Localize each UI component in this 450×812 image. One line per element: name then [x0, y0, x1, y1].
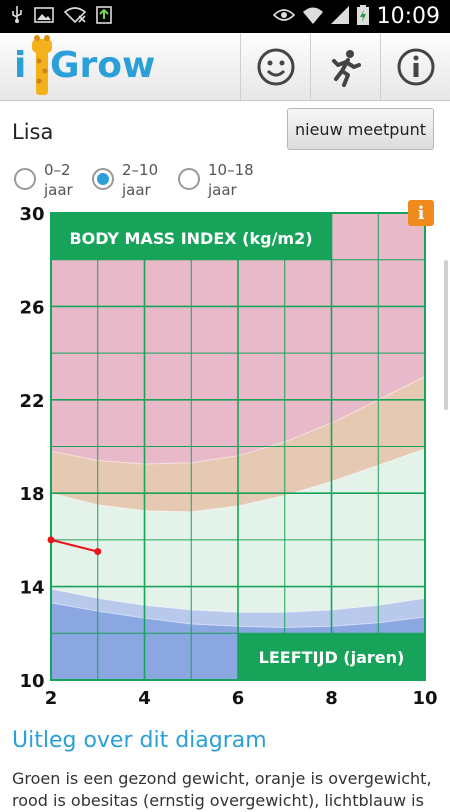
x-axis-label: LEEFTIJD (jaren) [259, 648, 405, 667]
x-tick-label: 2 [45, 688, 58, 709]
chart-info-icon[interactable]: i [408, 200, 434, 226]
info-icon [397, 48, 434, 86]
radio-button-selected[interactable] [92, 168, 114, 190]
scrollbar[interactable] [444, 260, 448, 410]
image-icon [34, 7, 54, 26]
profile-button[interactable] [240, 33, 310, 101]
logo-text: Grow [50, 45, 156, 86]
child-name: Lisa [12, 120, 54, 144]
y-tick-label: 14 [19, 578, 44, 599]
y-tick-label: 26 [19, 297, 44, 318]
usb-icon [10, 6, 24, 27]
age-option-range: 10–18 [208, 161, 254, 179]
y-tick-label: 30 [19, 204, 44, 225]
bmi-data-point [47, 536, 55, 544]
eye-icon [272, 8, 295, 25]
xlabel-box [238, 633, 425, 680]
app-logo[interactable]: i Grow [10, 35, 160, 99]
status-bar: 10:09 [0, 0, 450, 33]
battery-icon [356, 5, 369, 28]
x-tick-label: 6 [232, 688, 245, 709]
y-tick-label: 18 [19, 484, 44, 505]
giraffe-icon [32, 35, 52, 95]
smiley-icon [257, 48, 294, 86]
signal-icon [330, 6, 349, 27]
age-option-0-2[interactable]: 0–2 jaar [14, 160, 73, 200]
new-measurement-button[interactable]: nieuw meetpunt [287, 108, 434, 150]
upload-icon [96, 6, 112, 27]
age-option-range: 2–10 [122, 161, 159, 179]
wifi-icon [302, 6, 323, 27]
y-tick-label: 22 [19, 391, 44, 412]
age-option-unit: jaar [208, 181, 237, 199]
bmi-data-point [94, 548, 102, 556]
explanation-text: Groen is een gezond gewicht, oranje is o… [12, 769, 432, 810]
radio-button[interactable] [178, 168, 200, 190]
x-tick-label: 8 [325, 688, 338, 709]
age-option-range: 0–2 [44, 161, 71, 179]
age-option-10-18[interactable]: 10–18 jaar [178, 160, 254, 200]
clock: 10:09 [376, 4, 440, 29]
x-tick-label: 10 [412, 688, 437, 709]
bmi-series-line [50, 538, 99, 553]
y-tick-label: 10 [19, 671, 44, 692]
bmi-chart[interactable]: BODY MASS INDEX (kg/m2) LEEFTIJD (jaren) 1… [0, 200, 450, 720]
running-person-icon [331, 50, 361, 87]
activity-button[interactable] [310, 33, 380, 101]
radio-button[interactable] [14, 168, 36, 190]
logo-i: i [14, 45, 27, 86]
explanation-title: Uitleg over dit diagram [12, 728, 267, 753]
x-tick-label: 4 [138, 688, 151, 709]
age-option-2-10[interactable]: 2–10 jaar [92, 160, 158, 200]
chart-title: BODY MASS INDEX (kg/m2) [69, 229, 312, 248]
age-option-unit: jaar [44, 181, 73, 199]
title-box [51, 213, 331, 260]
info-button[interactable] [380, 33, 450, 101]
wifi-off-icon [63, 7, 87, 26]
age-option-unit: jaar [122, 181, 151, 199]
action-bar: i Grow [0, 33, 450, 101]
